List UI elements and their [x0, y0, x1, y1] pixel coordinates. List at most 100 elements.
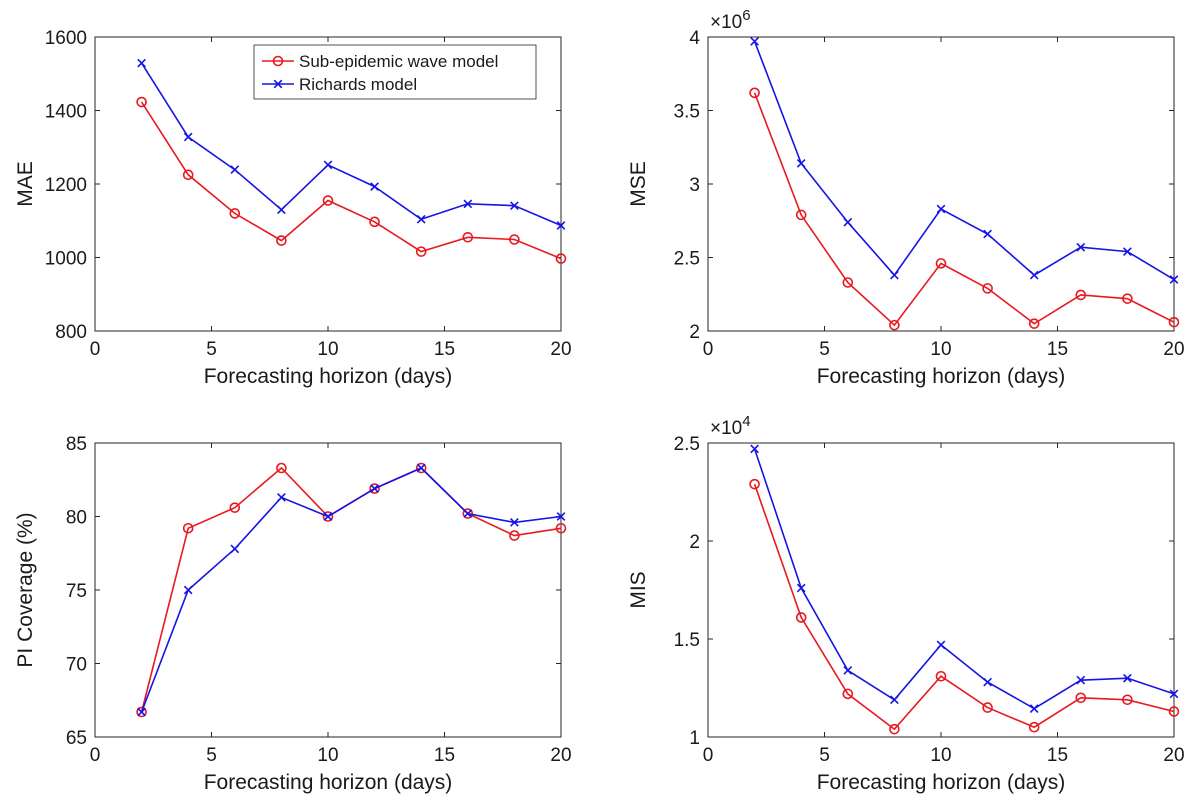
- data-point: [982, 283, 993, 294]
- x-tick-label: 20: [550, 339, 571, 360]
- legend-entry: Sub-epidemic wave model: [299, 52, 498, 71]
- data-point: [749, 478, 760, 490]
- data-point: [277, 205, 286, 215]
- x-tick-label: 15: [434, 339, 455, 360]
- series-richards: [750, 37, 1179, 284]
- data-point: [416, 463, 426, 473]
- data-point: [1028, 721, 1040, 733]
- x-tick-label: 5: [819, 339, 830, 360]
- exponent-power: 4: [742, 413, 750, 430]
- legend-entry: Richards model: [299, 75, 417, 94]
- data-point: [1075, 289, 1087, 301]
- x-tick-label: 10: [317, 339, 338, 360]
- y-tick-label: 1600: [45, 28, 87, 49]
- y-tick-label: 1400: [45, 102, 87, 123]
- data-point: [183, 585, 193, 595]
- data-point: [182, 169, 194, 181]
- chart-panel-1: 0 5 10 15 20 800 1000 1200 1400 1600 Forecasting h…: [14, 28, 572, 388]
- data-point: [556, 221, 566, 230]
- data-point: [890, 695, 899, 705]
- data-point: [137, 707, 146, 717]
- chart-panel-2: 0 5 10 15 20 2 2.5 3 3.5 4 ×106 Forecasting horizon…: [627, 7, 1185, 388]
- data-point: [230, 165, 240, 175]
- y-tick-label: 1.5: [674, 630, 700, 651]
- x-tick-label: 10: [317, 745, 338, 766]
- y-tick-label: 2: [689, 532, 700, 553]
- data-point: [323, 160, 333, 170]
- data-point: [795, 209, 807, 221]
- data-point: [137, 58, 146, 68]
- x-axis-label: Forecasting horizon (days): [204, 771, 453, 794]
- data-point: [750, 444, 759, 454]
- data-point: [322, 195, 334, 206]
- series-richards: [750, 444, 1179, 713]
- x-axis-label: Forecasting horizon (days): [817, 771, 1066, 794]
- y-tick-label: 2.5: [674, 434, 700, 455]
- y-tick-label: 3: [689, 175, 700, 196]
- y-tick-label: 2: [689, 322, 700, 343]
- data-point: [1169, 275, 1179, 284]
- data-point: [795, 612, 807, 623]
- data-point: [889, 319, 900, 331]
- data-point: [936, 640, 946, 650]
- data-point: [370, 182, 379, 191]
- data-point: [276, 235, 287, 246]
- series-line: [753, 41, 1175, 281]
- data-point: [983, 229, 992, 239]
- data-point: [136, 96, 147, 108]
- data-point: [416, 214, 426, 224]
- legend-marker: [273, 79, 283, 89]
- data-point: [1169, 689, 1179, 699]
- plot-area-frame: [707, 36, 1175, 332]
- data-point: [322, 511, 334, 522]
- y-tick-label: 800: [55, 322, 87, 343]
- y-axis-exponent: ×106: [710, 7, 751, 33]
- series-richards: [137, 463, 566, 717]
- series-sub-epidemic: [136, 96, 567, 264]
- exponent-power: 6: [742, 7, 750, 24]
- x-tick-label: 15: [434, 745, 455, 766]
- data-point: [796, 583, 806, 593]
- y-axis-label: PI Coverage (%): [14, 512, 37, 667]
- data-point: [1076, 675, 1086, 685]
- x-tick-label: 0: [703, 745, 714, 766]
- series-sub-epidemic: [749, 478, 1180, 735]
- plot-area-frame: [707, 442, 1175, 738]
- data-point: [843, 217, 853, 227]
- legend-box: [253, 44, 537, 100]
- x-tick-label: 5: [819, 745, 830, 766]
- y-tick-label: 75: [66, 581, 87, 602]
- data-point: [749, 87, 760, 99]
- data-point: [510, 201, 519, 211]
- data-point: [136, 706, 147, 718]
- data-point: [463, 199, 473, 209]
- data-point: [276, 462, 287, 474]
- data-point: [842, 688, 854, 700]
- y-axis-exponent: ×104: [710, 413, 751, 439]
- data-point: [230, 544, 240, 554]
- chart-panel-4: 0 5 10 15 20 1 1.5 2 2.5 ×104 Forecasting horizon …: [627, 413, 1185, 794]
- plot-area-frame: [94, 442, 562, 738]
- data-point: [415, 462, 427, 474]
- x-tick-label: 20: [550, 745, 571, 766]
- x-axis-label: Forecasting horizon (days): [204, 365, 453, 388]
- series-line: [140, 466, 562, 713]
- x-tick-label: 5: [206, 339, 217, 360]
- data-point: [463, 509, 473, 518]
- x-tick-label: 20: [1163, 339, 1184, 360]
- data-point: [1123, 247, 1132, 256]
- data-point: [1028, 318, 1040, 329]
- x-axis-label: Forecasting horizon (days): [817, 365, 1066, 388]
- y-tick-label: 65: [66, 728, 87, 749]
- x-tick-label: 20: [1163, 745, 1184, 766]
- y-tick-label: 80: [66, 508, 87, 529]
- data-point: [1122, 293, 1133, 304]
- y-tick-label: 3.5: [674, 102, 700, 123]
- series-sub-epidemic: [749, 87, 1180, 331]
- data-point: [1168, 706, 1180, 717]
- exponent-base: ×10: [710, 12, 742, 33]
- data-point: [750, 37, 759, 46]
- y-axis-label: MIS: [627, 571, 650, 608]
- series-line: [753, 483, 1175, 731]
- y-tick-label: 70: [66, 655, 87, 676]
